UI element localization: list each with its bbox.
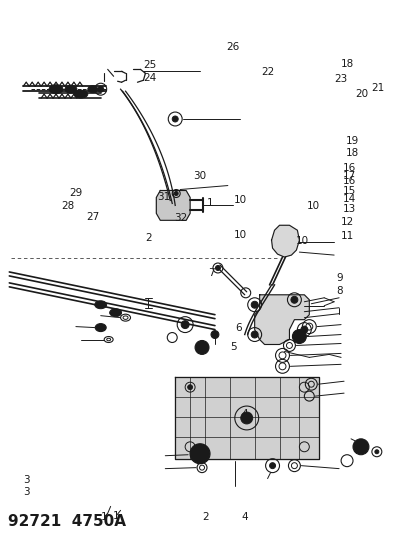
Text: 4: 4 [241,409,248,419]
Polygon shape [271,225,299,257]
Ellipse shape [95,324,106,332]
Text: 10: 10 [233,196,246,205]
Circle shape [174,191,178,196]
Text: 1: 1 [206,198,213,208]
Circle shape [292,329,306,343]
Text: 1: 1 [112,511,119,521]
Text: 2: 2 [202,512,208,522]
Circle shape [240,412,252,424]
Text: 3: 3 [23,474,30,484]
Circle shape [269,463,275,469]
Circle shape [251,301,258,308]
Circle shape [300,326,307,333]
Ellipse shape [95,301,107,309]
Circle shape [172,116,178,122]
Text: 2: 2 [145,233,151,243]
Text: 7: 7 [207,268,214,278]
Ellipse shape [49,85,63,94]
Text: 10: 10 [306,201,319,212]
Text: 15: 15 [342,185,356,196]
Text: 23: 23 [334,74,347,84]
Circle shape [211,330,218,338]
Text: 30: 30 [193,171,206,181]
Circle shape [352,439,368,455]
Polygon shape [254,295,309,344]
Polygon shape [156,190,190,220]
Circle shape [187,385,192,390]
Text: 3: 3 [23,488,30,497]
Text: 20: 20 [354,89,367,99]
Polygon shape [175,377,318,459]
Text: 16: 16 [342,175,356,185]
Circle shape [195,341,209,354]
Circle shape [251,331,258,338]
Text: 13: 13 [342,204,356,214]
Text: 4: 4 [241,512,248,522]
Circle shape [215,265,220,270]
Text: 1: 1 [100,512,107,522]
Text: 24: 24 [143,73,156,83]
Text: 19: 19 [345,136,358,146]
Text: 92721  4750A: 92721 4750A [8,514,126,529]
Ellipse shape [74,90,88,98]
Text: 10: 10 [295,236,308,246]
Text: 11: 11 [340,231,354,241]
Text: 28: 28 [61,201,74,212]
Text: 8: 8 [335,286,342,296]
Text: 12: 12 [340,217,354,227]
Circle shape [190,444,209,464]
Text: 25: 25 [143,60,156,70]
Text: 9: 9 [335,273,342,283]
Text: 5: 5 [229,343,236,352]
Circle shape [290,296,297,303]
Text: 26: 26 [225,43,239,52]
Text: 6: 6 [234,322,241,333]
Text: 14: 14 [342,195,356,205]
Text: 22: 22 [260,67,273,77]
Ellipse shape [65,85,77,93]
Ellipse shape [109,309,121,317]
Circle shape [374,450,378,454]
Text: 21: 21 [370,83,383,93]
Text: 18: 18 [345,148,358,158]
Text: 32: 32 [174,213,188,223]
Ellipse shape [88,86,97,93]
Text: 29: 29 [69,189,82,198]
Circle shape [97,86,103,92]
Text: 10: 10 [233,230,246,240]
Text: 18: 18 [340,59,354,69]
Text: 27: 27 [85,212,99,222]
Text: 17: 17 [342,171,356,181]
Text: 31: 31 [156,192,169,203]
Text: 16: 16 [342,163,356,173]
Circle shape [181,321,189,328]
